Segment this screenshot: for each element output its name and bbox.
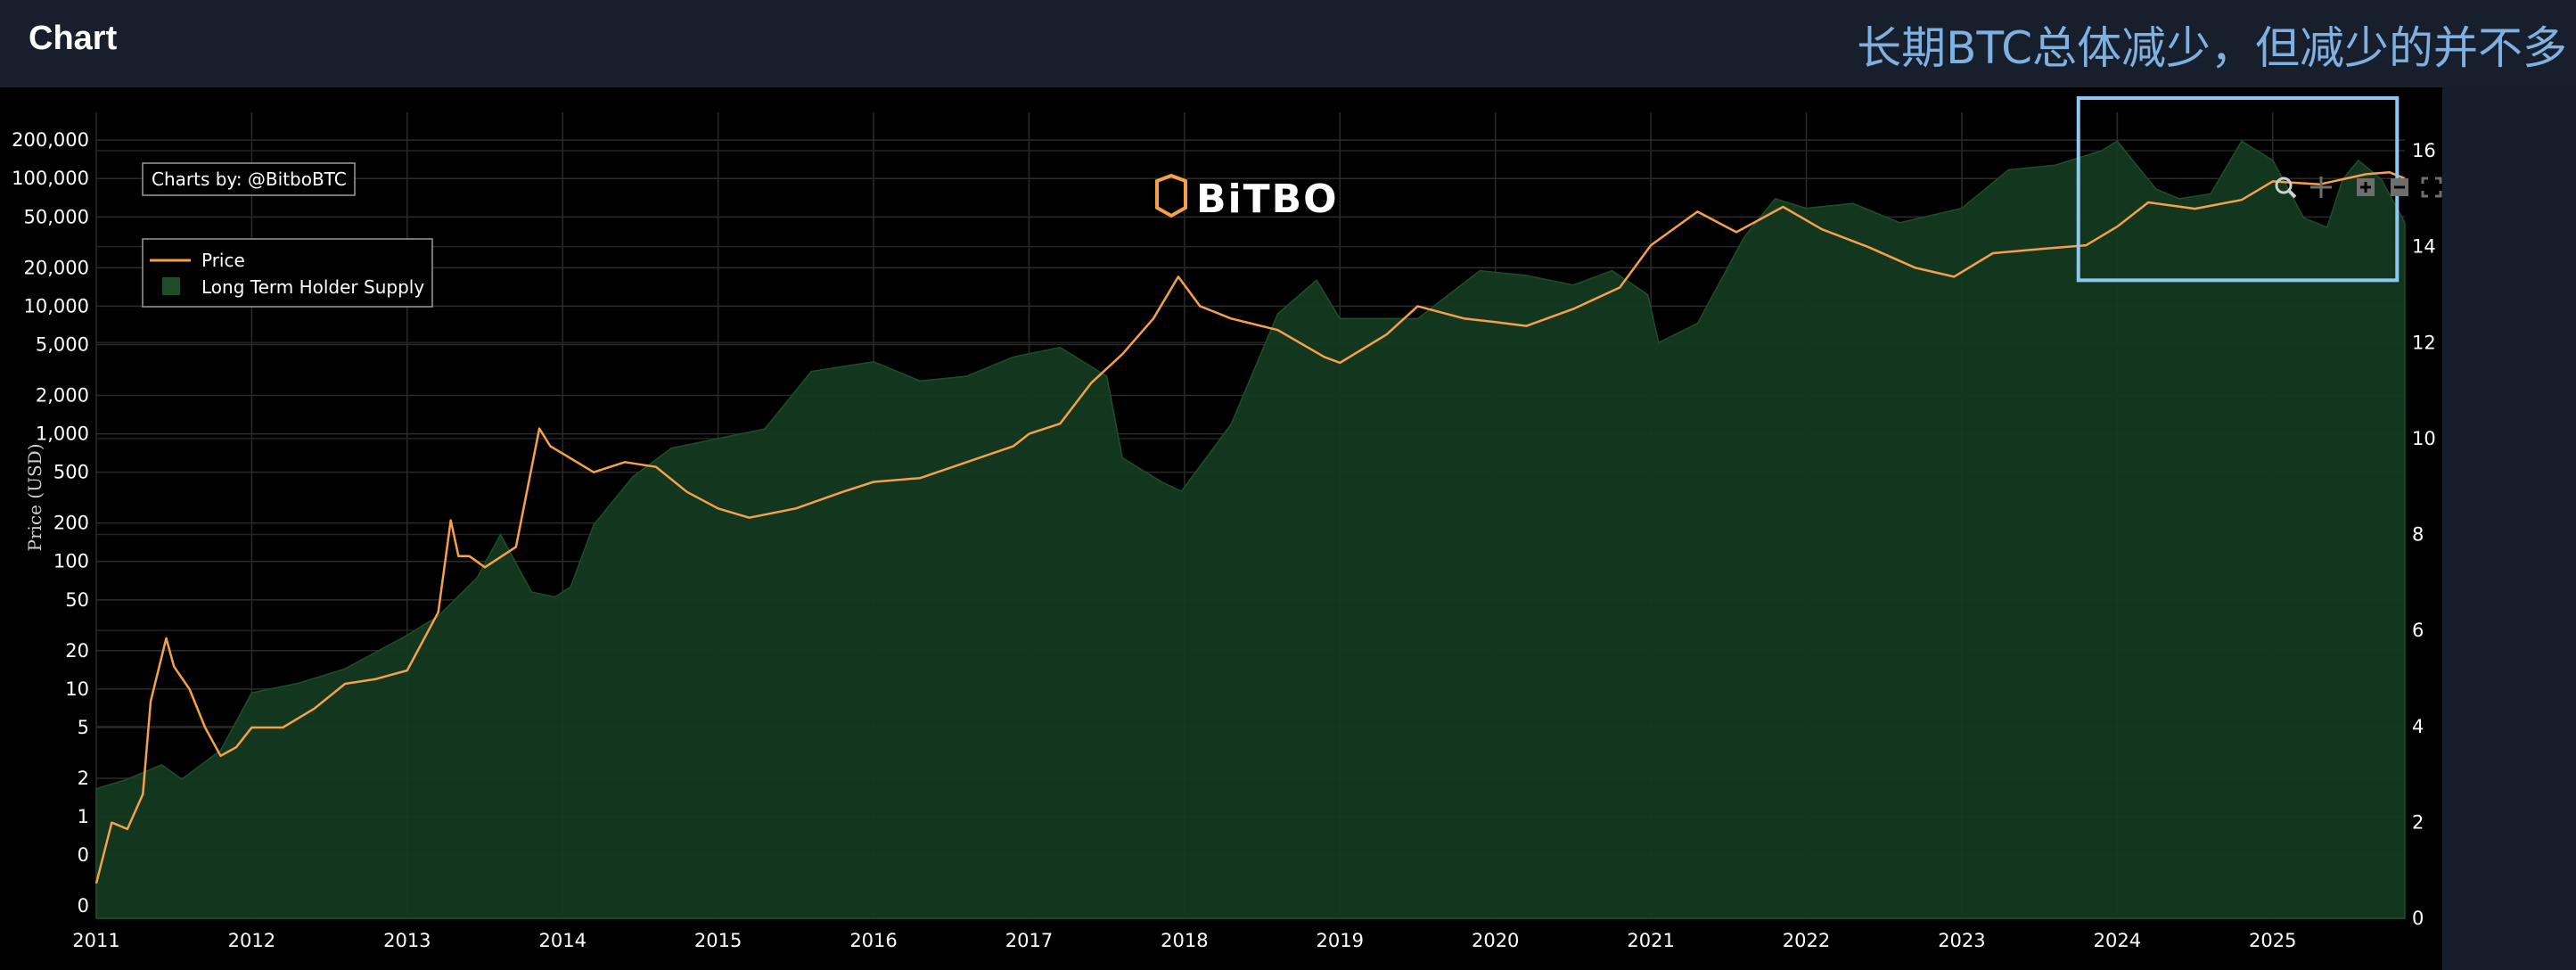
pan-icon[interactable] (2310, 177, 2332, 198)
price-line (94, 170, 2406, 884)
legend-supply-label: Long Term Holder Supply (201, 276, 424, 298)
y-left-tick-label: 0 (78, 895, 89, 917)
y-right-tick-label: 12 (2412, 332, 2436, 353)
credit-text: Charts by: @BitboBTC (152, 169, 347, 190)
y-left-tick-label: 500 (53, 462, 89, 483)
y-axis-label: Price (USD) (24, 443, 45, 551)
y-left-tick-label: 20 (65, 640, 89, 662)
y-right-tick-label: 6 (2412, 620, 2424, 641)
y-left-tick-label: 100,000 (12, 168, 89, 189)
bitbo-logo-text: BiTBO (1196, 177, 1339, 222)
x-tick-label: 2019 (1317, 930, 1364, 951)
x-tick-label: 2014 (539, 930, 587, 951)
y-left-tick-label: 2,000 (36, 384, 89, 406)
y-left-tick-label: 10 (65, 678, 89, 700)
x-tick-label: 2025 (2249, 930, 2296, 951)
right-margin (2442, 87, 2576, 970)
y-left-axis-ticks: 200,000 100,000 50,000 20,000 10,000 5,000 2,0… (12, 129, 89, 917)
x-tick-label: 2024 (2094, 930, 2141, 951)
y-right-tick-label: 0 (2412, 908, 2424, 929)
y-left-tick-label: 50 (65, 589, 89, 611)
y-right-tick-label: 2 (2412, 811, 2424, 833)
y-right-tick-label: 16 (2412, 140, 2436, 161)
y-right-axis-ticks: 16 14 12 10 8 6 4 2 0 (2412, 140, 2436, 929)
y-left-tick-label: 1,000 (36, 423, 89, 445)
app-title: Chart (29, 20, 118, 57)
y-right-tick-label: 4 (2412, 716, 2424, 737)
y-right-tick-label: 14 (2412, 236, 2436, 258)
chart-svg[interactable]: 200,000 100,000 50,000 20,000 10,000 5,000 2,0… (0, 87, 2442, 970)
y-left-tick-label: 20,000 (24, 257, 89, 278)
legend-price-label: Price (201, 250, 245, 271)
y-left-tick-label: 0 (78, 844, 89, 866)
modebar[interactable] (2275, 177, 2442, 199)
x-tick-label: 2016 (849, 930, 897, 951)
zoom-icon[interactable] (2275, 177, 2297, 199)
y-left-tick-label: 5 (78, 717, 89, 738)
bitbo-logo: BiTBO (1155, 173, 1339, 222)
y-left-tick-label: 10,000 (24, 295, 89, 316)
legend: Price Long Term Holder Supply (142, 238, 433, 308)
x-axis-ticks: 2011 2012 2013 2014 2015 2016 2017 2018 2019 2020… (72, 930, 2296, 951)
y-left-tick-label: 50,000 (24, 206, 89, 227)
chart-area[interactable]: 200,000 100,000 50,000 20,000 10,000 5,000 2,0… (0, 87, 2442, 970)
x-tick-label: 2023 (1938, 930, 1985, 951)
x-tick-label: 2018 (1161, 930, 1208, 951)
y-right-tick-label: 10 (2412, 428, 2436, 449)
bitbo-logo-mark (1155, 173, 1187, 218)
y-left-tick-label: 5,000 (36, 333, 89, 355)
y-left-tick-label: 2 (78, 768, 89, 789)
y-left-tick-label: 200 (53, 513, 89, 534)
x-tick-label: 2022 (1783, 930, 1830, 951)
x-tick-label: 2012 (228, 930, 275, 951)
x-tick-label: 2020 (1472, 930, 1519, 951)
autoscale-icon[interactable] (2421, 177, 2442, 198)
zoom-out-icon[interactable] (2391, 178, 2408, 196)
y-left-tick-label: 200,000 (12, 129, 89, 151)
y-left-tick-label: 100 (53, 551, 89, 572)
x-tick-label: 2021 (1627, 930, 1674, 951)
x-tick-label: 2011 (72, 930, 119, 951)
y-right-tick-label: 8 (2412, 524, 2424, 546)
long-term-holder-supply-area (95, 140, 2406, 919)
y-left-tick-label: 1 (78, 806, 89, 827)
zoom-in-icon[interactable] (2357, 178, 2375, 196)
x-tick-label: 2013 (383, 930, 431, 951)
x-tick-label: 2017 (1005, 930, 1053, 951)
legend-supply-swatch (162, 277, 180, 295)
x-tick-label: 2015 (694, 930, 742, 951)
annotation-text: 长期BTC总体减少，但减少的并不多 (1857, 22, 2567, 74)
credit-box: Charts by: @BitboBTC (142, 162, 356, 196)
top-bar: Chart 长期BTC总体减少，但减少的并不多 (0, 0, 2576, 87)
